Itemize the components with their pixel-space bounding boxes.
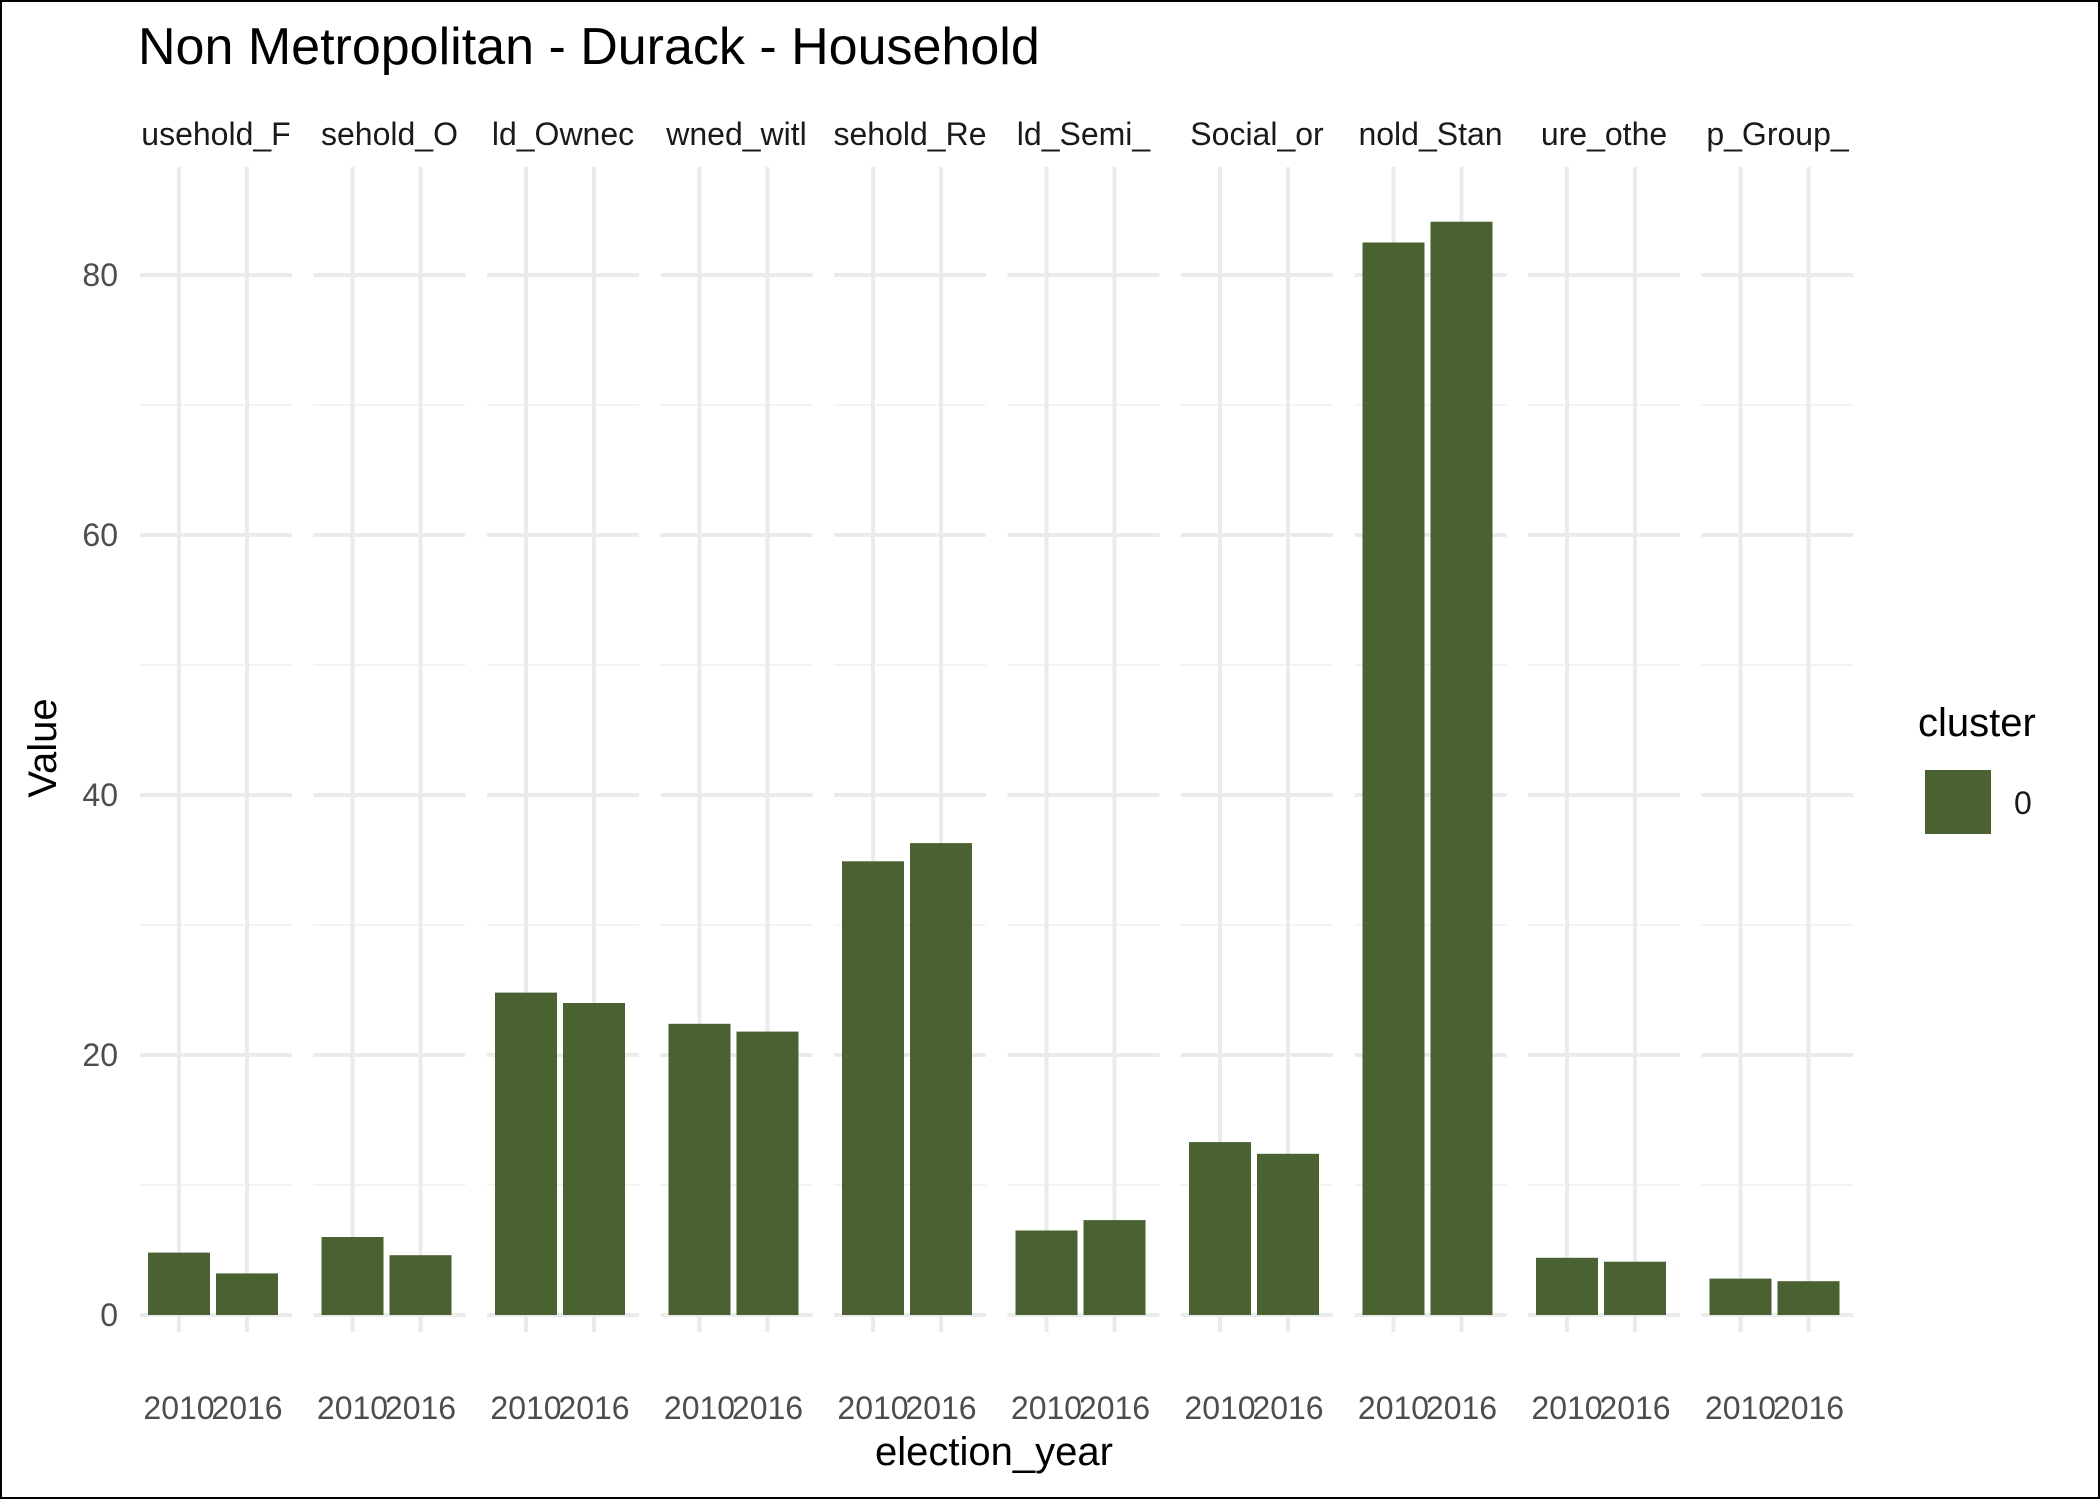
bar-2016 <box>1430 221 1493 1316</box>
facet-strip-label: wned_witl <box>665 116 807 152</box>
bar-2016 <box>216 1273 278 1315</box>
bar-2010 <box>1362 242 1425 1315</box>
legend-label: 0 <box>2014 785 2032 821</box>
bar-2010 <box>495 992 557 1315</box>
x-tick-label: 2016 <box>558 1390 629 1426</box>
facet-strip-label: Social_or <box>1190 116 1324 152</box>
legend: 0 <box>1925 770 2032 834</box>
x-tick-label: 2010 <box>1705 1390 1776 1426</box>
x-tick-label: 2010 <box>1358 1390 1429 1426</box>
plot-area: usehold_F20102016sehold_O20102016ld_Owne… <box>82 116 1854 1426</box>
bar-2016 <box>1083 1220 1146 1315</box>
bar-2016 <box>1604 1261 1666 1315</box>
bar-2016 <box>910 843 972 1315</box>
x-tick-label: 2016 <box>1773 1390 1844 1426</box>
facet-strip-label: usehold_F <box>141 116 290 152</box>
legend-key <box>1925 770 1991 834</box>
y-tick-label: 40 <box>82 777 118 813</box>
bar-2016 <box>1257 1153 1319 1315</box>
facet-strip-label: ure_othe <box>1541 116 1667 152</box>
x-tick-label: 2010 <box>1011 1390 1082 1426</box>
x-tick-label: 2016 <box>732 1390 803 1426</box>
facet-strip-label: sehold_O <box>321 116 458 152</box>
x-tick-label: 2016 <box>1079 1390 1150 1426</box>
chart-title: Non Metropolitan - Durack - Household <box>138 18 1040 76</box>
facet-strip-label: ld_Ownec <box>492 116 634 152</box>
x-tick-label: 2010 <box>1531 1390 1602 1426</box>
facet-strip-label: nold_Stan <box>1358 116 1502 152</box>
bar-2010 <box>1015 1230 1078 1315</box>
x-tick-label: 2016 <box>211 1390 282 1426</box>
bar-2010 <box>1189 1142 1251 1315</box>
legend-title: cluster <box>1918 701 2036 745</box>
bar-2010 <box>148 1252 210 1315</box>
y-tick-label: 20 <box>82 1037 118 1073</box>
x-tick-label: 2016 <box>1599 1390 1670 1426</box>
x-tick-label: 2010 <box>1184 1390 1255 1426</box>
x-tick-label: 2016 <box>1252 1390 1323 1426</box>
y-tick-label: 60 <box>82 517 118 553</box>
x-tick-label: 2016 <box>1426 1390 1497 1426</box>
bar-2010 <box>668 1023 731 1315</box>
bar-2010 <box>842 861 904 1315</box>
bar-2010 <box>1709 1278 1772 1315</box>
y-axis-title: Value <box>21 698 65 797</box>
x-tick-label: 2016 <box>385 1390 456 1426</box>
x-tick-label: 2010 <box>664 1390 735 1426</box>
x-tick-label: 2010 <box>317 1390 388 1426</box>
x-tick-label: 2010 <box>837 1390 908 1426</box>
bar-2016 <box>389 1255 452 1315</box>
bar-2016 <box>1777 1281 1840 1315</box>
bar-2016 <box>736 1031 799 1315</box>
bar-2010 <box>321 1237 384 1315</box>
x-tick-label: 2010 <box>490 1390 561 1426</box>
y-tick-label: 80 <box>82 257 118 293</box>
facet-strip-label: ld_Semi_ <box>1017 116 1152 152</box>
bar-2010 <box>1536 1257 1598 1315</box>
facet-strip-label: p_Group_ <box>1706 116 1850 152</box>
facet-strip-label: sehold_Re <box>834 116 987 152</box>
bar-2016 <box>563 1003 625 1315</box>
x-tick-label: 2010 <box>143 1390 214 1426</box>
x-axis-title: election_year <box>875 1430 1113 1474</box>
y-tick-label: 0 <box>100 1297 118 1333</box>
x-tick-label: 2016 <box>905 1390 976 1426</box>
